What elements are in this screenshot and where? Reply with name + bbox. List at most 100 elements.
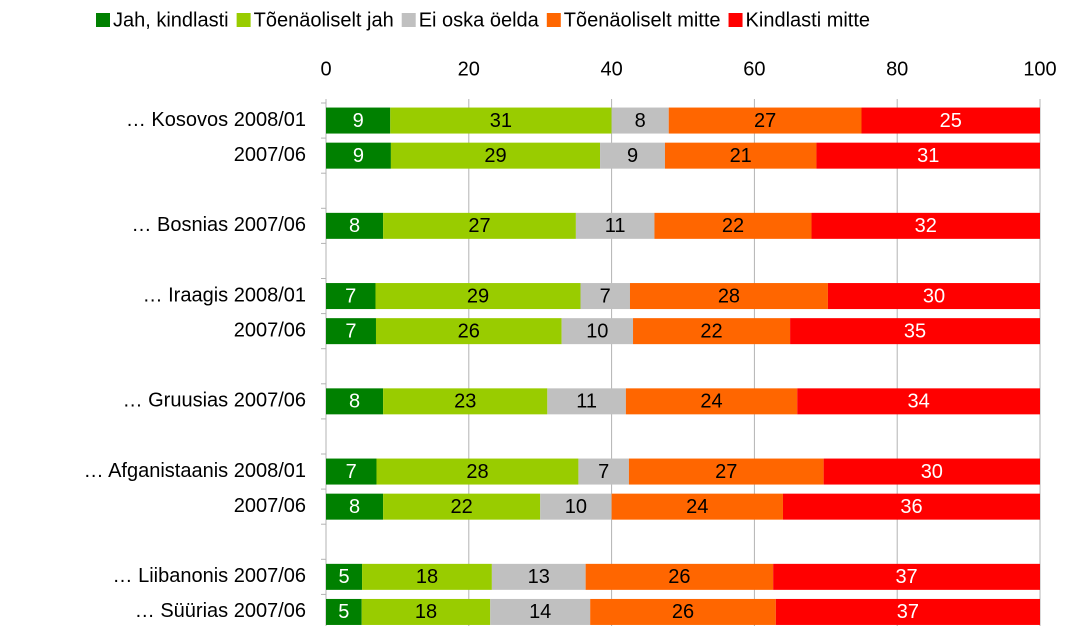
bar-segment [383,493,541,520]
bar-segment [326,318,376,345]
data-label: 7 [598,461,609,483]
data-label: 27 [715,461,737,483]
y-tick-label: … Afganistaanis 2008/01 [84,460,306,482]
bar-segment [590,598,776,625]
bar-segment [575,212,655,239]
y-tick-label: … Süürias 2007/06 [135,600,306,622]
bar-segment [628,458,824,485]
bar-segment [326,493,384,520]
data-label: 31 [917,145,939,167]
bar-segment [376,458,579,485]
bar-segment [491,563,586,590]
data-label: 5 [338,601,349,623]
bar-segment [633,318,791,345]
bar-segment [625,388,798,415]
data-label: 35 [904,320,926,342]
bar-segment [361,598,491,625]
data-label: 18 [415,601,437,623]
bar-segment [326,563,363,590]
bar-segment [547,388,626,415]
y-tick-label: 2007/06 [234,319,306,341]
data-label: 18 [416,566,438,588]
y-tick-label: … Iraagis 2008/01 [143,284,306,306]
data-label: 10 [565,496,587,518]
legend-label: Ei oska öelda [419,9,540,31]
data-label: 9 [627,145,638,167]
legend-swatch [401,13,416,27]
data-label: 10 [586,320,608,342]
data-label: 7 [345,285,356,307]
data-label: 27 [468,215,490,237]
legend-swatch [546,13,561,27]
bar-segment [375,318,562,345]
data-label: 13 [528,566,550,588]
data-label: 28 [466,461,488,483]
bar-segment [611,107,669,134]
data-label: 29 [467,285,489,307]
bar-segment [790,318,1040,345]
bar-segment [326,458,377,485]
bar-segment [580,283,630,310]
bar-segment [811,212,1040,239]
bar-segment [827,283,1040,310]
data-label: 37 [895,566,917,588]
data-label: 30 [921,461,943,483]
y-tick-label: 2007/06 [234,144,306,166]
x-tick-label: 40 [600,58,622,80]
bar-segment [390,107,612,134]
data-label: 23 [454,391,476,413]
data-label: 25 [940,110,962,132]
legend-label: Jah, kindlasti [113,9,229,31]
data-label: 22 [451,496,473,518]
data-label: 7 [346,461,357,483]
bar-segment [782,493,1040,520]
data-label: 26 [672,601,694,623]
bar-segment [773,563,1040,590]
data-label: 21 [730,145,752,167]
data-label: 7 [600,285,611,307]
bar-segment [540,493,612,520]
bar-segment [578,458,629,485]
data-label: 28 [718,285,740,307]
bar-segment [775,598,1040,625]
data-label: 8 [349,496,360,518]
bar-segment [326,142,391,169]
data-label: 14 [529,601,551,623]
bar-segment [326,283,376,310]
legend-label: Kindlasti mitte [746,9,871,31]
data-label: 37 [897,601,919,623]
bar-segment [654,212,812,239]
x-tick-label: 0 [320,58,331,80]
legend-swatch [96,13,110,27]
bar-segment [797,388,1040,415]
x-tick-label: 100 [1023,58,1056,80]
bar-segment [326,212,384,239]
data-label: 24 [700,391,722,413]
data-label: 22 [700,320,722,342]
data-label: 31 [490,110,512,132]
y-tick-label: … Kosovos 2008/01 [126,109,306,131]
data-label: 9 [353,110,364,132]
data-label: 11 [605,215,626,237]
y-tick-label: … Liibanonis 2007/06 [113,565,306,587]
bar-segment [326,388,384,415]
bar-segment [668,107,862,134]
bar-segment [861,107,1040,134]
bar-segment [629,283,828,310]
x-tick-label: 60 [743,58,765,80]
data-label: 27 [754,110,776,132]
bar-segment [362,563,492,590]
y-tick-label: … Gruusias 2007/06 [123,390,306,412]
data-label: 8 [635,110,646,132]
bar-segment [326,107,391,134]
x-tick-label: 20 [458,58,480,80]
data-label: 5 [338,566,349,588]
data-label: 8 [349,391,360,413]
x-tick-label: 80 [886,58,908,80]
data-label: 11 [576,391,597,413]
bar-segment [390,142,601,169]
bar-segment [585,563,774,590]
legend-swatch [728,13,743,27]
bar-segment [816,142,1040,169]
